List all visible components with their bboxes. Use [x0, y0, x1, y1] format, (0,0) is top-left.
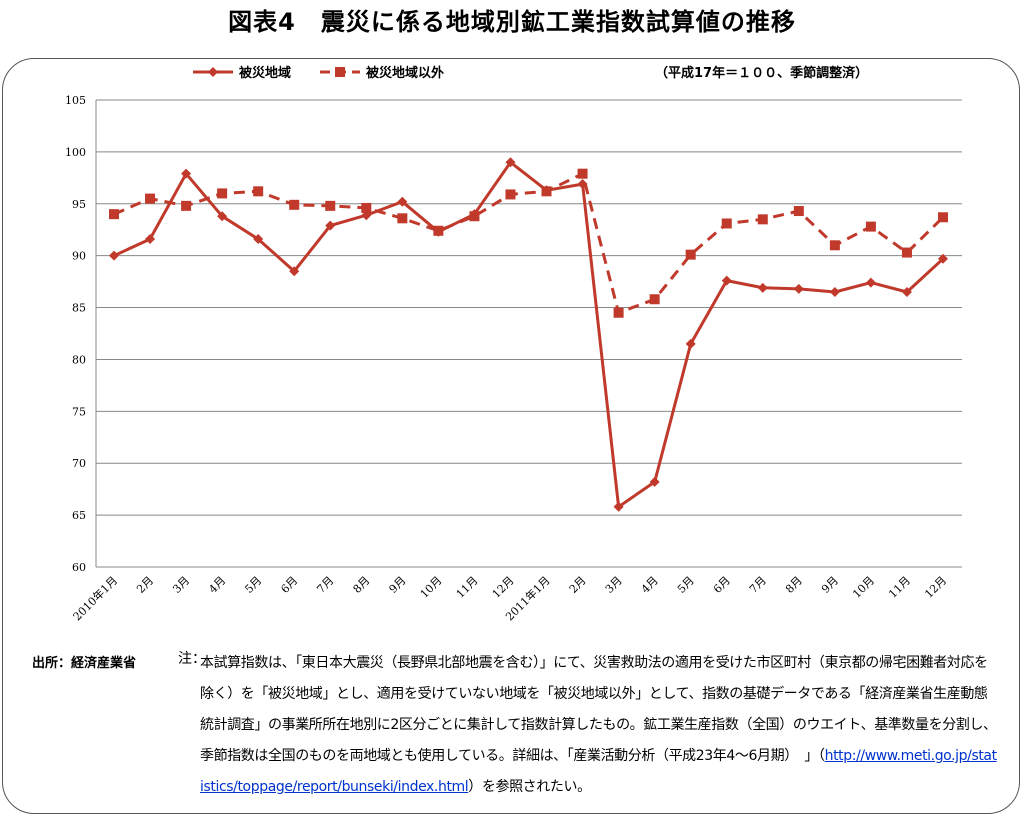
data-point [469, 211, 480, 222]
data-point [361, 202, 372, 213]
x-tick-label: 11月 [886, 574, 913, 601]
line-chart: 60 65 70 75 80 85 90 95 100 105 2010年1月 2月 3月 4月 5月 6月 7… [65, 65, 962, 623]
x-tick-label: 2月 [134, 574, 156, 596]
data-point [685, 338, 696, 349]
y-tick-label: 80 [72, 353, 86, 366]
legend-label: 被災地域以外 [365, 65, 444, 81]
x-tick-label: 4月 [639, 574, 661, 596]
note-link[interactable]: http://www.meti.go.jp/statistics/toppage… [200, 748, 997, 795]
data-point [829, 286, 840, 297]
legend-marker [208, 67, 218, 77]
chart-frame [2, 58, 1020, 814]
data-point [505, 157, 516, 168]
series-layer [109, 157, 948, 512]
unit-note: （平成17年＝１００、季節調整済） [655, 65, 868, 81]
x-tick-label: 5月 [675, 574, 697, 596]
x-tick-label: 7月 [747, 574, 769, 596]
data-point [721, 275, 732, 286]
axis-layer: 60 65 70 75 80 85 90 95 100 105 2010年1月 2月 3月 4月 5月 6月 7… [65, 94, 962, 623]
data-point [181, 200, 192, 211]
x-tick-label: 11月 [454, 574, 481, 601]
x-tick-label: 5月 [242, 574, 264, 596]
data-point [865, 221, 876, 232]
data-point [253, 186, 264, 197]
x-tick-label: 3月 [603, 574, 625, 596]
note-label: 注： [178, 651, 206, 667]
data-point [505, 189, 516, 200]
data-point [829, 240, 840, 251]
data-point [541, 186, 552, 197]
x-tick-label: 7月 [314, 574, 336, 596]
data-point [649, 476, 660, 487]
y-tick-label: 75 [72, 405, 86, 418]
data-point [325, 220, 336, 231]
data-point [289, 266, 300, 277]
y-tick-label: 60 [72, 561, 86, 574]
x-tick-label: 3月 [170, 574, 192, 596]
series-line [113, 160, 945, 509]
x-tick-label: 9月 [387, 574, 409, 596]
data-point [613, 501, 624, 512]
x-tick-label: 6月 [278, 574, 300, 596]
x-tick-label: 2010年1月 [70, 573, 120, 623]
data-point [793, 283, 804, 294]
data-point [577, 168, 588, 179]
data-point [145, 193, 156, 204]
note-tail: ）を参照されたい。 [468, 779, 591, 795]
data-point [217, 211, 228, 222]
data-point [901, 286, 912, 297]
data-point [613, 307, 624, 318]
legend: 被災地域 被災地域以外 [193, 65, 444, 81]
x-tick-label: 8月 [351, 574, 373, 596]
legend-marker [335, 67, 345, 77]
x-tick-label: 8月 [783, 574, 805, 596]
data-point [397, 196, 408, 207]
data-point [109, 209, 119, 220]
data-point [721, 218, 732, 229]
data-point [181, 168, 192, 179]
x-tick-label: 10月 [850, 574, 877, 601]
data-point [145, 234, 156, 245]
page-title: 図表4 震災に係る地域別鉱工業指数試算値の推移 [228, 8, 796, 36]
y-tick-label: 85 [72, 302, 86, 315]
data-point [757, 214, 768, 225]
data-point [865, 277, 876, 288]
series-line [113, 172, 945, 315]
data-point [685, 249, 696, 260]
x-tick-label: 4月 [206, 574, 228, 596]
data-point [325, 200, 336, 211]
data-point [649, 294, 660, 305]
data-point [253, 234, 264, 245]
data-point [397, 213, 408, 224]
y-tick-label: 70 [72, 457, 86, 470]
x-tick-label: 12月 [922, 574, 949, 601]
y-tick-label: 100 [65, 146, 86, 159]
source-label: 出所：経済産業省 [32, 656, 137, 671]
x-tick-label: 9月 [819, 574, 841, 596]
x-tick-label: 2月 [567, 574, 589, 596]
x-tick-label: 6月 [711, 574, 733, 596]
x-tick-label: 10月 [418, 574, 445, 601]
y-tick-label: 105 [65, 94, 86, 107]
x-tick-label: 12月 [490, 574, 517, 601]
data-point [901, 247, 912, 258]
data-point [217, 188, 228, 199]
data-point [289, 199, 300, 210]
y-tick-label: 90 [72, 250, 86, 263]
data-point [109, 250, 119, 261]
legend-label: 被災地域 [238, 65, 291, 81]
data-point [793, 206, 804, 217]
note-body: 本試算指数は、「東日本大震災（長野県北部地震を含む）」にて、災害救助法の適用を受… [200, 655, 997, 764]
data-point [757, 282, 768, 293]
data-point [938, 212, 948, 223]
data-point [938, 253, 948, 264]
data-point [433, 225, 444, 236]
note-text: 本試算指数は、「東日本大震災（長野県北部地震を含む）」にて、災害救助法の適用を受… [200, 648, 1000, 803]
grid-layer [96, 99, 962, 568]
y-tick-label: 65 [72, 509, 86, 522]
y-tick-label: 95 [72, 198, 86, 211]
